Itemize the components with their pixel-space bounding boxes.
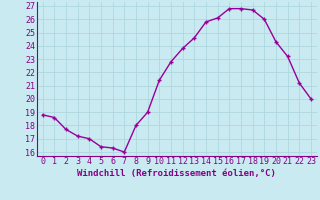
X-axis label: Windchill (Refroidissement éolien,°C): Windchill (Refroidissement éolien,°C) <box>77 169 276 178</box>
